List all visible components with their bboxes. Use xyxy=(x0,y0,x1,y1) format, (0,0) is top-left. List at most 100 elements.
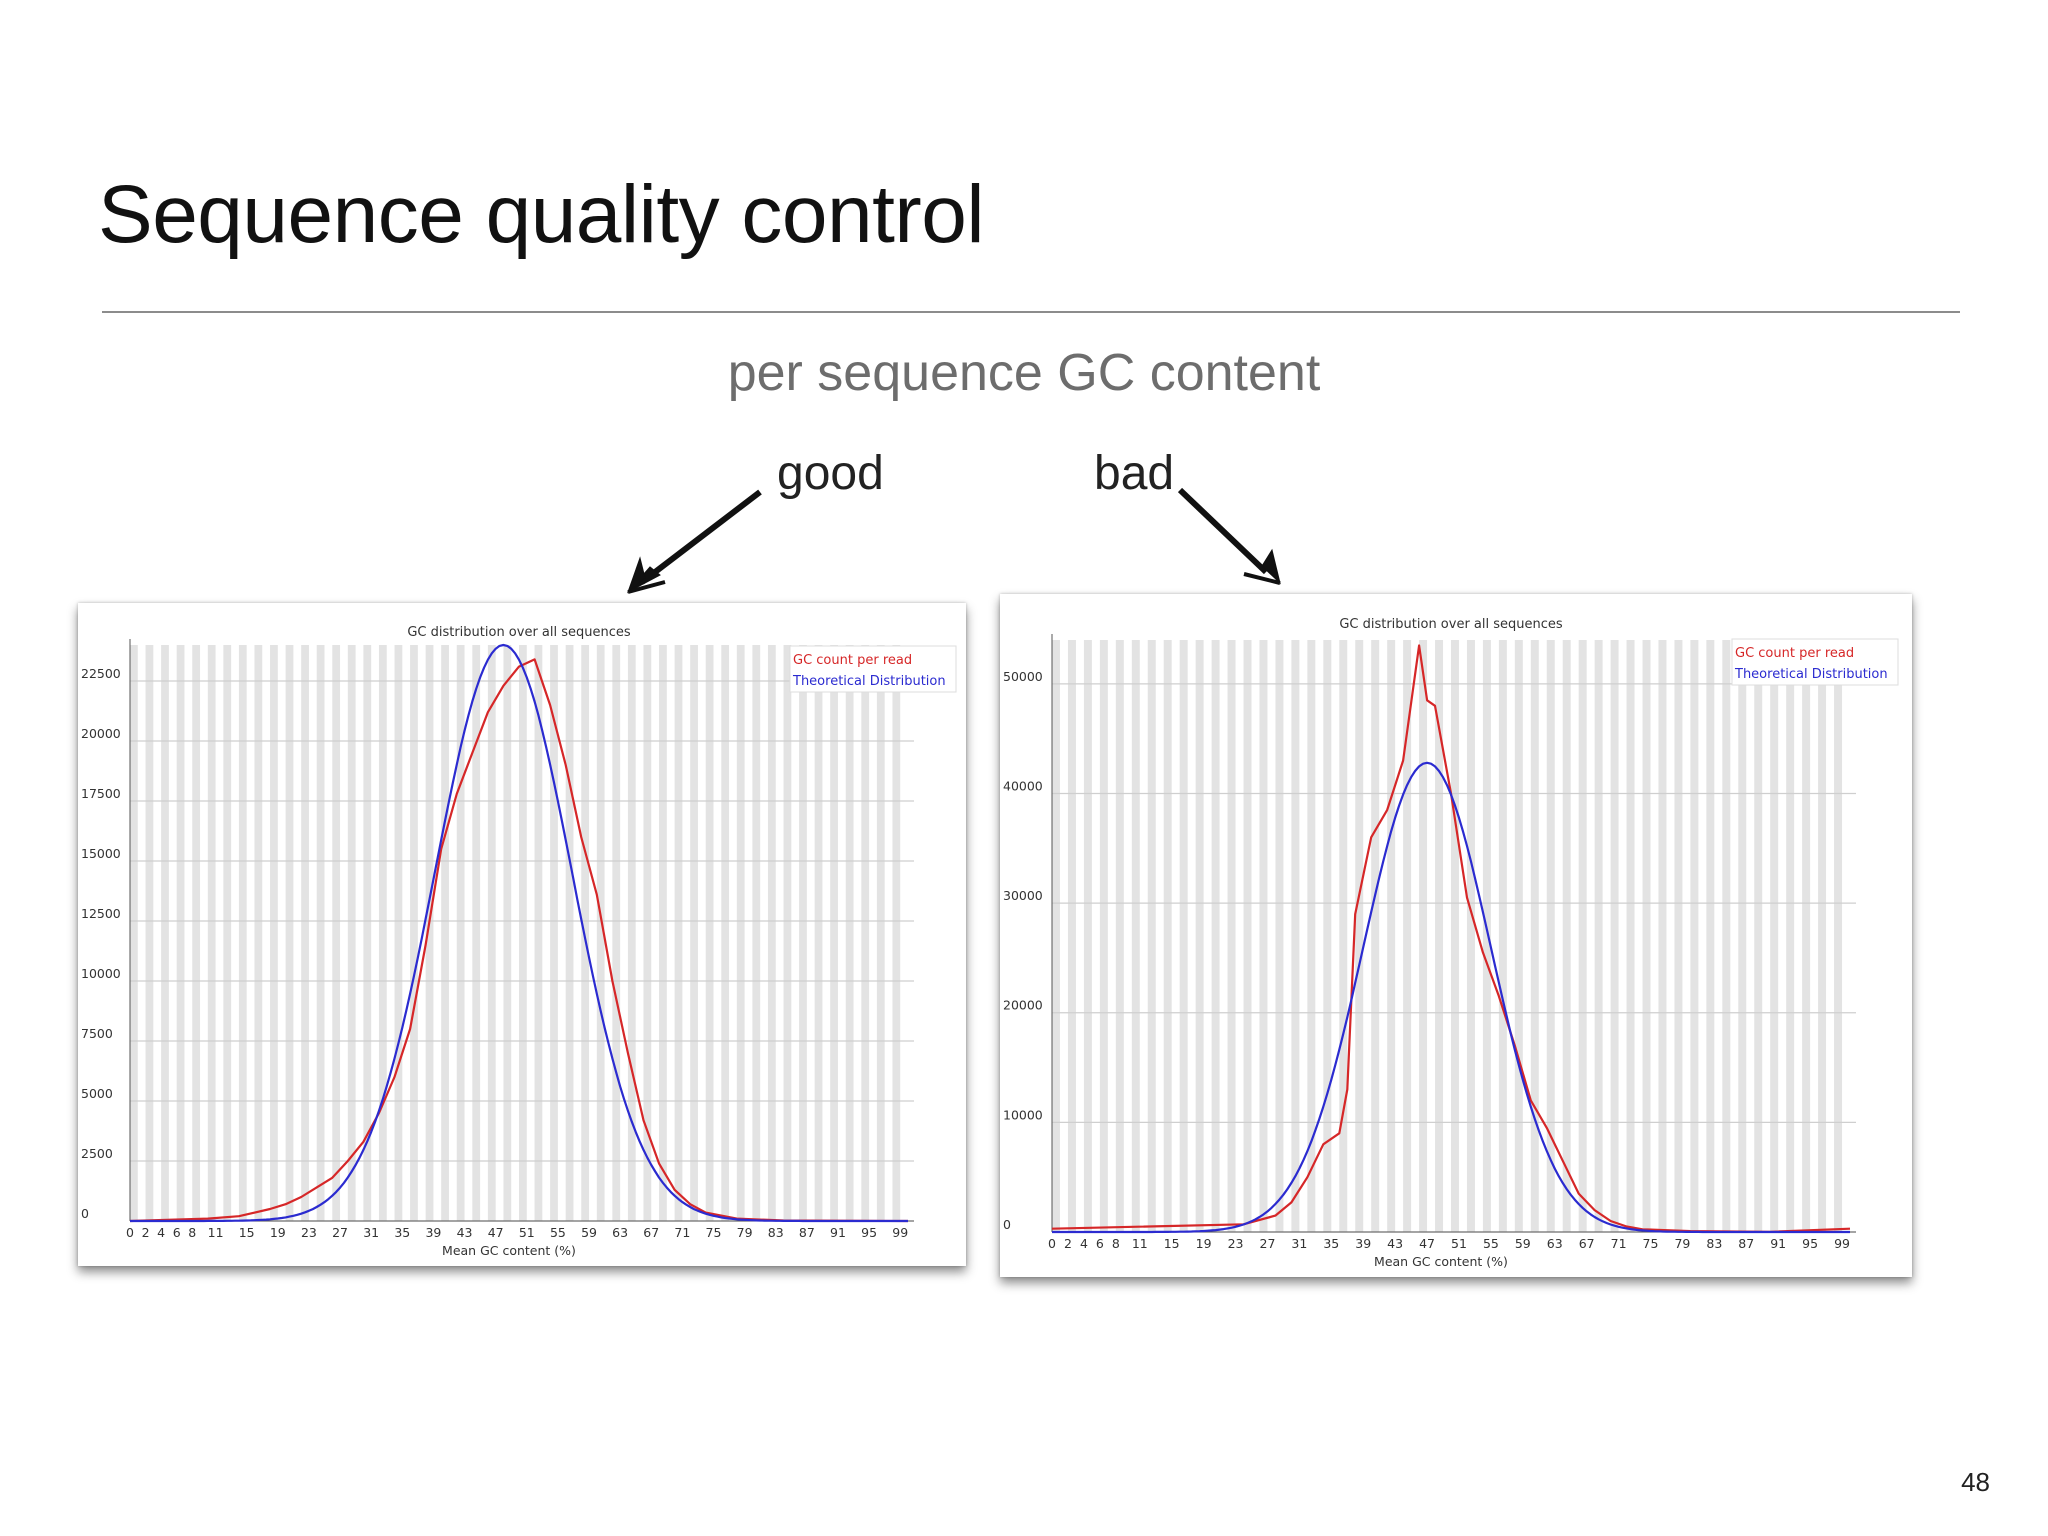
grid-stripe xyxy=(1195,640,1204,1232)
x-tick-label: 67 xyxy=(643,1225,659,1240)
grid-stripe xyxy=(1610,640,1619,1232)
grid-stripe xyxy=(270,645,278,1221)
grid-stripe xyxy=(254,645,263,1221)
chart-bad: GC distribution over all sequences 0 10000… xyxy=(1003,617,1899,1269)
grid-stripe xyxy=(1594,640,1603,1232)
x-tick-label: 6 xyxy=(1096,1236,1104,1251)
x-tick-label: 27 xyxy=(332,1225,348,1240)
grid-stripe xyxy=(861,645,870,1221)
arrow-bad xyxy=(1177,487,1281,585)
grid-stripe xyxy=(612,645,621,1221)
slide-subtitle: per sequence GC content xyxy=(727,344,1321,402)
legend-box xyxy=(1731,638,1899,686)
grid-stripe xyxy=(1578,640,1587,1232)
grid-stripe xyxy=(1419,640,1428,1232)
x-tick-label: 27 xyxy=(1260,1236,1276,1251)
x-tick-label: 63 xyxy=(612,1225,628,1240)
grid-stripe xyxy=(1722,640,1731,1232)
grid-stripe xyxy=(1307,640,1316,1232)
grid-stripe xyxy=(145,645,154,1221)
grid-stripe xyxy=(814,645,823,1221)
page-number: 48 xyxy=(1961,1467,1990,1497)
x-tick-label: 47 xyxy=(488,1225,504,1240)
grid-stripe xyxy=(674,645,683,1221)
chart-good: GC distribution over all sequences 0 2500 5… xyxy=(81,625,957,1258)
grid-stripe xyxy=(1642,640,1651,1232)
grid-stripe xyxy=(441,645,449,1221)
grid-stripe xyxy=(1131,640,1140,1232)
grid-stripe xyxy=(425,645,434,1221)
x-tick-label: 23 xyxy=(301,1225,317,1240)
x-tick-label: 43 xyxy=(1387,1236,1403,1251)
arrow-good xyxy=(626,489,762,594)
x-tick-label: 95 xyxy=(861,1225,877,1240)
x-tick-label: 6 xyxy=(173,1225,181,1240)
x-tick-label: 35 xyxy=(1323,1236,1339,1251)
x-tick-label: 47 xyxy=(1419,1236,1435,1251)
grid-stripe xyxy=(643,645,652,1221)
x-axis-label: Mean GC content (%) xyxy=(1374,1254,1508,1269)
legend: GC count per read Theoretical Distributio… xyxy=(1731,638,1899,686)
grid-stripe xyxy=(1466,640,1475,1232)
x-tick-label: 99 xyxy=(1834,1236,1850,1251)
grid-stripe xyxy=(736,645,745,1221)
grid-stripe xyxy=(1355,640,1364,1232)
legend-box xyxy=(789,645,957,693)
series-line-theoretical xyxy=(1052,761,1850,1234)
x-tick-label: 55 xyxy=(1483,1236,1499,1251)
grid-stripe xyxy=(1514,640,1523,1232)
x-tick-label: 75 xyxy=(706,1225,722,1240)
label-bad: bad xyxy=(1094,447,1175,500)
x-tick-label: 71 xyxy=(1611,1236,1627,1251)
chart-title: GC distribution over all sequences xyxy=(407,625,631,640)
y-tick-label: 15000 xyxy=(81,846,121,861)
grid-stripe xyxy=(1163,640,1172,1232)
grid-stripe xyxy=(1243,640,1252,1232)
grid-stripe xyxy=(410,645,418,1221)
grid-stripe xyxy=(1818,640,1827,1232)
grid-stripe xyxy=(1371,640,1380,1232)
grid-stripe xyxy=(378,645,387,1221)
x-tick-label: 39 xyxy=(1355,1236,1371,1251)
grid-stripe xyxy=(1546,640,1555,1232)
grid-stripe xyxy=(301,645,309,1221)
x-tick-label: 83 xyxy=(768,1225,784,1240)
grid-stripe xyxy=(1227,640,1236,1232)
grid-stripe xyxy=(799,645,807,1221)
grid-stripe xyxy=(1067,640,1076,1232)
x-tick-label: 11 xyxy=(208,1225,224,1240)
x-tick-label: 51 xyxy=(519,1225,535,1240)
grid-stripe xyxy=(1690,640,1699,1232)
x-tick-label: 79 xyxy=(737,1225,753,1240)
x-tick-label: 35 xyxy=(394,1225,410,1240)
grid-stripe xyxy=(1339,640,1348,1232)
grid-stripe xyxy=(456,645,465,1221)
y-tick-label: 12500 xyxy=(81,906,121,921)
chart-bad-frame: GC distribution over all sequences 0 10000… xyxy=(1000,594,1912,1277)
x-tick-label: 19 xyxy=(270,1225,286,1240)
grid-stripe xyxy=(1786,640,1795,1232)
y-tick-label: 10000 xyxy=(81,966,121,981)
grid-stripe xyxy=(1387,640,1396,1232)
grid-stripe xyxy=(1754,640,1763,1232)
x-tick-label: 31 xyxy=(1291,1236,1307,1251)
grid-stripe xyxy=(238,645,247,1221)
grid-stripe xyxy=(1530,640,1539,1232)
x-tick-label: 2 xyxy=(142,1225,150,1240)
y-tick-label: 17500 xyxy=(81,786,121,801)
grid-stripe xyxy=(1211,640,1220,1232)
grid-stripe xyxy=(1275,640,1284,1232)
x-tick-label: 87 xyxy=(1738,1236,1754,1251)
grid-stripe xyxy=(876,645,885,1221)
y-tick-label: 20000 xyxy=(81,726,121,741)
x-tick-label: 2 xyxy=(1064,1236,1072,1251)
x-tick-label: 15 xyxy=(1164,1236,1180,1251)
grid-stripe xyxy=(1291,640,1300,1232)
x-tick-label: 39 xyxy=(425,1225,441,1240)
grid-stripe xyxy=(1052,640,1060,1232)
grid-stripe xyxy=(1435,640,1444,1232)
grid-stripes xyxy=(1052,640,1843,1232)
y-tick-label: 10000 xyxy=(1003,1107,1043,1122)
x-axis-label: Mean GC content (%) xyxy=(442,1243,576,1258)
